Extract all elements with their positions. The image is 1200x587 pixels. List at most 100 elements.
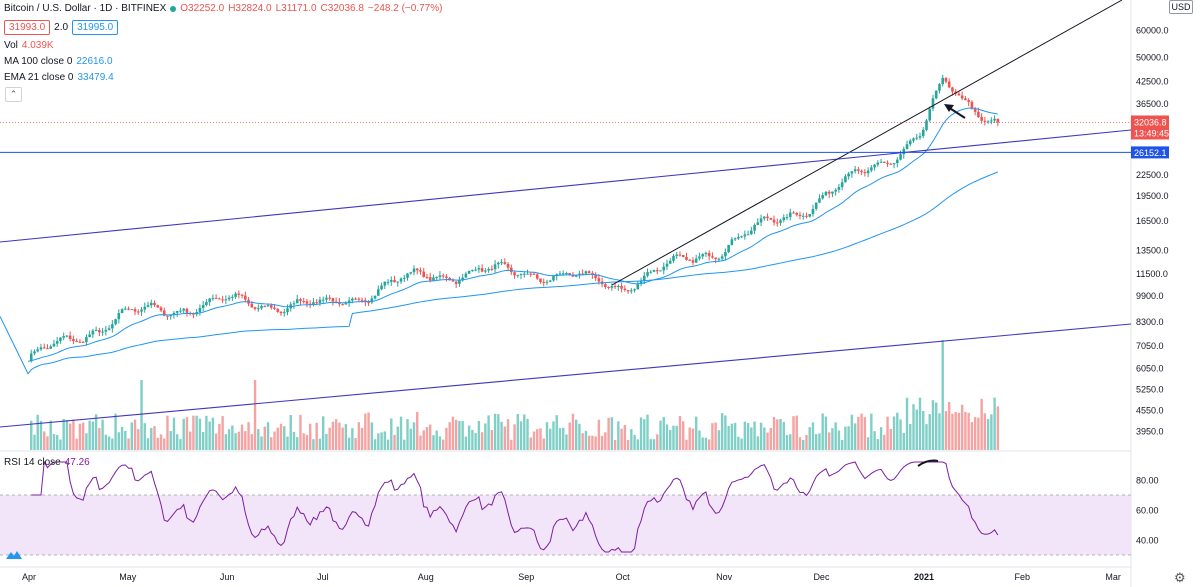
candle-body [626,290,630,292]
currency-badge[interactable]: USD [1169,0,1193,14]
volume-bar [422,430,425,450]
time-tick-label: Jul [317,572,329,582]
rsi-legend[interactable]: RSI 14 close 47.26 [4,457,90,468]
candle-body [818,198,821,203]
volume-bar [221,416,224,450]
candle-body [539,278,542,283]
candle-body [548,280,552,282]
time-tick-label: Apr [22,572,36,582]
volume-bar [675,425,678,450]
volume-bar [733,422,737,450]
volume-bar [367,412,370,450]
volume-bar [429,424,432,450]
volume-bar [986,419,990,450]
candle-body [811,208,815,215]
volume-bar [503,426,507,450]
volume-bar [798,437,802,450]
candle-body [889,163,893,165]
candle-body [104,329,108,332]
volume-bar [905,397,909,450]
ma-legend[interactable]: MA 100 close 0 22616.0 [4,56,113,67]
settings-gear-icon[interactable]: ⚙ [1174,570,1186,585]
candle-body [795,212,799,215]
volume-bar [247,422,250,450]
candle-body [500,262,503,264]
candle-body [759,218,763,223]
tradingview-logo-icon[interactable] [6,547,22,561]
candle-body [415,268,419,271]
candle-body [224,299,228,301]
volume-bar [299,414,302,450]
volume-bar [399,416,403,450]
time-tick-label: Jun [220,572,235,582]
volume-bar [36,414,39,450]
volume-bar [957,412,961,450]
parabolic-trendline [611,0,1123,286]
candle-body [59,337,62,342]
volume-bar [386,439,390,450]
volume-bar [101,419,104,450]
ohlc-close: C32036.8 [320,3,364,14]
volume-bar [237,431,241,450]
volume-bar [840,439,844,450]
volume-bar [302,433,305,450]
rsi-band [0,495,1131,555]
ema-legend[interactable]: EMA 21 close 0 33479.4 [4,72,114,83]
collapse-legend-button[interactable]: ⌃ [5,87,22,102]
volume-bar [938,413,941,450]
volume-bar [597,419,601,450]
candle-body [412,268,416,273]
candle-body [636,283,640,290]
volume-bars [30,340,1000,450]
candle-body [36,349,40,352]
volume-bar [351,428,354,450]
ema-21-line [27,107,998,362]
candle-body [665,263,669,267]
candle-body [458,280,461,284]
ema-value: 33479.4 [77,72,114,83]
ask-box[interactable]: 31995.0 [72,20,119,35]
bid-box[interactable]: 31993.0 [4,20,51,35]
candle-body [250,303,254,308]
candle-body [169,314,173,317]
volume-bar [169,431,172,450]
volume-bar [454,419,458,450]
volume-bar [43,431,46,450]
rsi-top-arc [917,459,939,467]
candle-body [717,258,721,260]
candle-body [497,262,500,265]
candle-body [136,311,140,313]
volume-bar [918,397,922,450]
candle-body [986,121,990,123]
volume-bar [114,413,117,450]
volume-bar [59,439,62,450]
price-tick-label: 4550.0 [1136,406,1164,416]
candle-body [62,336,65,338]
vol-label: Vol [4,40,18,51]
volume-bar [594,436,597,450]
volume-bar [591,435,594,450]
rsi-value: 47.26 [64,457,90,468]
candle-body [162,310,166,316]
candle-body [503,262,507,264]
candle-body [831,191,834,194]
volume-bar [266,422,270,450]
candle-body [967,100,970,102]
candle-body [990,120,993,122]
volume-bar [558,428,562,450]
volume-bar [802,439,805,450]
symbol-legend[interactable]: Bitcoin / U.S. Dollar · 1D · BITFINEX O3… [4,3,442,14]
symbol-title[interactable]: Bitcoin / U.S. Dollar · 1D · BITFINEX [4,3,167,14]
rsi-tick-label: 80.00 [1136,476,1159,486]
candle-body [876,162,880,165]
volume-bar [85,433,88,450]
volume-bar [296,437,299,450]
candle-body [166,315,169,317]
volume-bar [565,434,568,450]
volume-bar [587,435,591,450]
volume-bar [474,433,477,450]
candle-body [29,353,33,362]
vol-legend[interactable]: Vol 4.039K [4,40,54,51]
candle-body [227,297,231,300]
